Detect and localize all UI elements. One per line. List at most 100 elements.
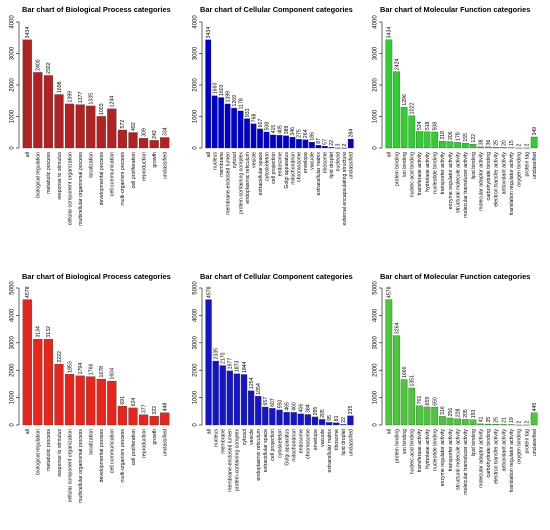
data-label: 19 xyxy=(509,417,515,423)
bar-14 xyxy=(289,136,296,149)
category-label: translation regulator activity xyxy=(509,429,515,493)
category-label: developmental process xyxy=(99,429,105,483)
chart-panel-2: Bar chart of Cellular Component categori… xyxy=(193,5,355,226)
bar-11 xyxy=(461,142,469,149)
data-label: 2222 xyxy=(57,351,63,363)
data-label: 206 xyxy=(448,131,454,140)
bar-8 xyxy=(250,123,257,149)
category-label: reproduction xyxy=(141,152,147,181)
data-label: 1254 xyxy=(249,377,255,389)
bar-4 xyxy=(224,103,231,149)
bar-15 xyxy=(304,414,312,426)
data-label: 2335 xyxy=(213,348,219,360)
data-label: 624 xyxy=(131,398,137,407)
bar-5 xyxy=(231,107,238,149)
data-label: 334 xyxy=(163,127,169,136)
data-label: 1399 xyxy=(225,91,231,103)
category-label: cell communication xyxy=(110,152,116,196)
y-tick-label: 4000 xyxy=(193,308,199,322)
data-label: 1660 xyxy=(213,83,219,95)
bar-13 xyxy=(149,140,159,149)
data-label: 2400 xyxy=(36,59,42,71)
data-label: 1377 xyxy=(78,91,84,103)
category-label: lipid binding xyxy=(471,152,477,180)
category-label: lipid droplet xyxy=(341,428,347,455)
category-label: vacuole xyxy=(320,429,326,447)
data-label: 691 xyxy=(120,396,126,405)
y-tick-label: 4000 xyxy=(10,15,16,29)
bar-11 xyxy=(270,134,276,149)
data-label: 4578 xyxy=(25,286,31,298)
category-label: cytosol xyxy=(242,429,248,445)
bar-3 xyxy=(218,97,225,149)
bar-7 xyxy=(431,131,439,149)
category-label: transporter activity xyxy=(440,152,446,195)
bar-17 xyxy=(309,141,315,149)
bar-5 xyxy=(416,405,423,426)
bar-6 xyxy=(75,104,85,149)
data-label: 122 xyxy=(471,134,477,143)
category-label: multicellular organismal process xyxy=(78,152,84,226)
data-label: 228 xyxy=(455,408,461,417)
category-label: cellular component organization xyxy=(67,429,73,502)
category-label: Golgi apparatus xyxy=(284,152,290,189)
category-label: carbohydrate binding xyxy=(486,429,492,478)
bar-10 xyxy=(269,408,276,426)
category-label: developmental process xyxy=(99,152,105,206)
bar-1 xyxy=(385,39,393,149)
category-label: cell proliferation xyxy=(131,429,137,465)
data-label: 384 xyxy=(306,404,312,413)
bar-10 xyxy=(117,129,128,149)
bar-7 xyxy=(244,118,250,149)
data-label: 242 xyxy=(152,130,158,139)
bar-3 xyxy=(219,365,226,426)
category-label: cell projection xyxy=(271,152,277,184)
bar-9 xyxy=(107,108,117,149)
bar-3 xyxy=(400,379,408,426)
data-label: 3434 xyxy=(387,27,393,39)
bar-13 xyxy=(149,416,159,426)
data-label: 316 xyxy=(440,406,446,415)
bar-20 xyxy=(328,147,335,149)
data-label: 389 xyxy=(284,125,290,134)
data-label: 349 xyxy=(532,127,538,136)
data-label: 22 xyxy=(329,140,335,146)
y-tick-label: 2000 xyxy=(10,363,16,377)
y-tick-label: 3000 xyxy=(373,335,379,349)
data-label: 1351 xyxy=(410,375,416,387)
category-label: localization xyxy=(89,152,95,178)
category-label: ion binding xyxy=(402,152,408,177)
bar-14 xyxy=(160,412,170,426)
data-label: 1335 xyxy=(89,93,95,105)
category-label: structural molecule activity xyxy=(455,429,461,490)
data-label: 460 xyxy=(291,402,297,411)
data-label: 572 xyxy=(120,120,126,129)
category-label: unclassified xyxy=(532,152,538,179)
category-label: mitochondrion xyxy=(290,152,296,185)
category-label: cell proliferation xyxy=(131,152,137,188)
bar-1 xyxy=(22,299,32,426)
data-label: 87 xyxy=(316,138,322,144)
category-label: envelope xyxy=(313,429,319,450)
bar-12 xyxy=(283,412,290,426)
category-label: external encapsulating structure xyxy=(342,152,348,226)
y-tick-label: 5000 xyxy=(193,281,199,295)
data-label: 1603 xyxy=(219,84,225,96)
bar-17 xyxy=(507,424,515,426)
data-label: 21 xyxy=(501,417,507,423)
category-label: antioxidant activity xyxy=(501,429,507,472)
category-label: endoplasmic reticulum xyxy=(256,429,262,481)
category-label: extracellular space xyxy=(258,152,264,195)
bar-6 xyxy=(423,406,431,426)
category-label: cytosol xyxy=(232,152,238,168)
data-label: 1853 xyxy=(67,361,73,373)
category-label: hydrolase activity xyxy=(425,152,431,192)
data-label: 448 xyxy=(163,402,169,411)
bar-20 xyxy=(530,136,538,149)
category-label: carbohydrate binding xyxy=(486,152,492,201)
bar-12 xyxy=(276,135,283,149)
category-label: enzyme regulator activity xyxy=(440,429,446,487)
bar-2 xyxy=(33,338,43,426)
data-label: 1873 xyxy=(235,361,241,373)
chart-title: Bar chart of Cellular Component categori… xyxy=(200,272,353,281)
